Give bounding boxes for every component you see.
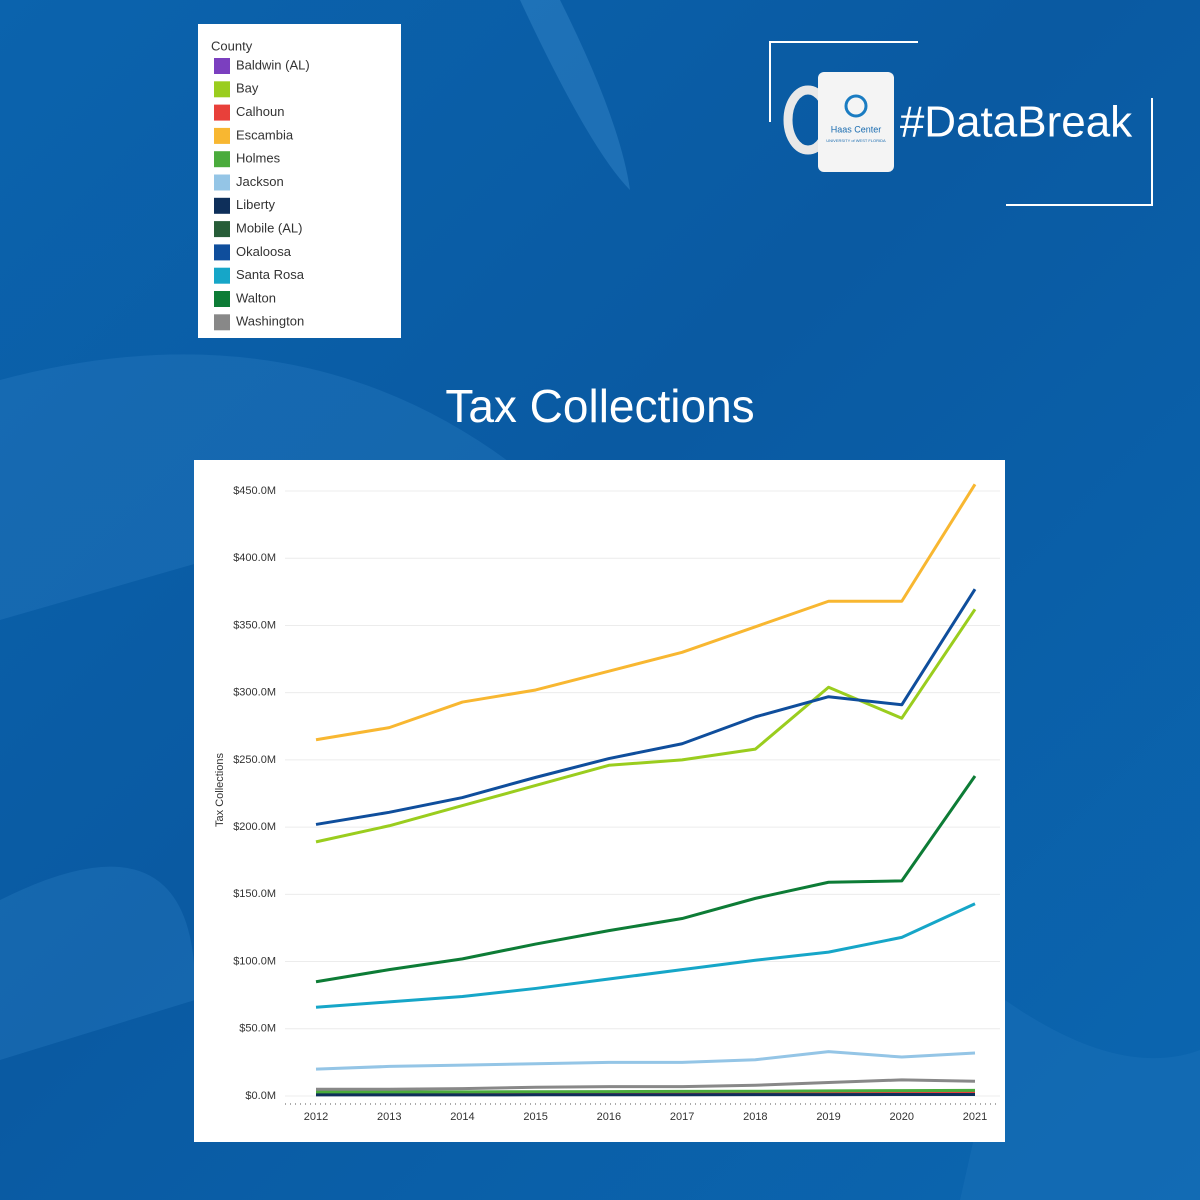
legend-label: Washington — [236, 314, 304, 329]
series-line — [315, 1050, 976, 1071]
logo-frame — [1006, 98, 1153, 206]
y-tick-label: $450.0M — [233, 485, 276, 497]
legend-swatch — [214, 221, 230, 238]
series-line — [316, 1088, 976, 1094]
legend-swatch — [214, 81, 230, 98]
series-line — [315, 588, 977, 826]
legend-label: Okaloosa — [236, 244, 292, 259]
x-tick-label: 2021 — [963, 1111, 987, 1123]
legend-swatch — [214, 314, 230, 331]
series-line — [315, 902, 976, 1009]
bg-swirl — [0, 866, 196, 1060]
series-line — [316, 1078, 976, 1091]
y-tick-label: $50.0M — [239, 1023, 276, 1035]
legend-label: Walton — [236, 290, 276, 305]
mug-icon — [844, 94, 868, 118]
legend-swatch — [214, 151, 230, 168]
plot: $0.0M $50.0M $100.0M $150.0M $200.0M $250.0M $… — [233, 483, 1000, 1123]
legend-swatch — [214, 197, 230, 214]
x-tick-label: 2018 — [743, 1111, 767, 1123]
logo-university: UNIVERSITY of WEST FLORIDA — [826, 138, 886, 143]
x-tick-label: 2019 — [816, 1111, 840, 1123]
chart-title: Tax Collections — [445, 380, 754, 432]
plot-panel — [194, 460, 1005, 1142]
y-tick-label: $250.0M — [233, 754, 276, 766]
legend-swatch — [214, 244, 230, 261]
legend-title: County — [211, 38, 253, 53]
legend-label: Escambia — [236, 127, 294, 142]
legend-swatch — [214, 267, 230, 284]
y-tick-label: $200.0M — [233, 821, 276, 833]
legend-label: Mobile (AL) — [236, 221, 302, 236]
legend-label: Holmes — [236, 151, 281, 166]
series-line — [315, 775, 977, 984]
hashtag: #DataBreak — [900, 98, 1133, 147]
y-tick-label: $0.0M — [245, 1090, 276, 1102]
legend-label: Santa Rosa — [236, 267, 305, 282]
legend-swatch — [214, 127, 230, 144]
x-tick-label: 2012 — [304, 1111, 328, 1123]
legend-label: Liberty — [236, 197, 276, 212]
y-tick-label: $300.0M — [233, 687, 276, 699]
y-tick-label: $150.0M — [233, 888, 276, 900]
legend-swatch — [214, 104, 230, 121]
legend-swatch — [214, 174, 230, 191]
logo: Haas Center UNIVERSITY of WEST FLORIDA #… — [769, 41, 1153, 206]
bg-swirl — [520, 0, 630, 190]
y-axis-label: Tax Collections — [214, 753, 226, 827]
legend-label: Baldwin (AL) — [236, 57, 310, 72]
legend-label: Bay — [236, 81, 259, 96]
legend-swatch — [214, 291, 230, 307]
x-tick-label: 2013 — [377, 1111, 401, 1123]
mug — [818, 72, 894, 172]
legend-label: Jackson — [236, 174, 284, 189]
x-tick-label: 2016 — [597, 1111, 621, 1123]
legend-swatch — [214, 58, 230, 74]
y-tick-label: $350.0M — [233, 619, 276, 631]
x-tick-label: 2015 — [523, 1111, 547, 1123]
logo-center: Haas Center — [831, 124, 882, 134]
y-tick-label: $400.0M — [233, 552, 276, 564]
x-tick-label: 2020 — [890, 1111, 914, 1123]
x-tick-label: 2017 — [670, 1111, 694, 1123]
series-line — [315, 483, 977, 742]
logo-frame — [769, 41, 918, 122]
legend-box — [198, 24, 401, 338]
series-line — [315, 608, 977, 844]
y-tick-label: $100.0M — [233, 955, 276, 967]
bg-swirl — [960, 1000, 1200, 1200]
legend-label: Calhoun — [236, 104, 284, 119]
x-tick-label: 2014 — [450, 1111, 474, 1123]
